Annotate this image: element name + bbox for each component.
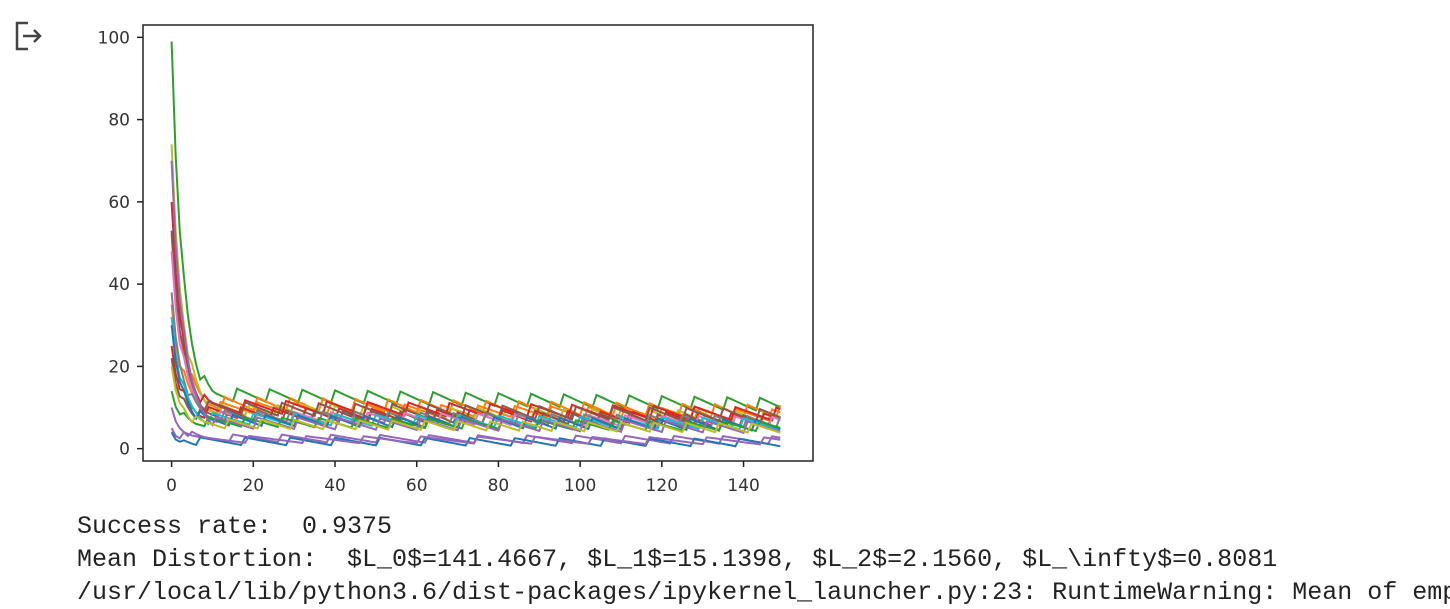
- series-olive-2: [170, 366, 781, 434]
- y-tick-label: 20: [108, 357, 130, 377]
- x-tick-label: 120: [646, 476, 678, 496]
- x-tick-label: 140: [727, 476, 759, 496]
- y-tick-label: 80: [108, 111, 130, 131]
- series-green-top: [170, 41, 781, 412]
- y-tick-label: 60: [108, 193, 130, 213]
- series-green-2: [170, 390, 781, 433]
- series-red-2: [170, 345, 781, 426]
- y-tick-label: 0: [119, 440, 130, 460]
- y-axis: 0 20 40 60 80 100: [98, 28, 143, 460]
- output-arrow-icon: [15, 21, 42, 51]
- success-rate-line: Success rate: 0.9375: [77, 512, 393, 541]
- x-tick-label: 20: [242, 476, 264, 496]
- series-orange-2: [170, 304, 781, 422]
- y-tick-label: 100: [98, 28, 130, 48]
- x-tick-label: 40: [324, 476, 346, 496]
- series-cyan: [170, 316, 781, 431]
- series-purple-1: [170, 160, 781, 434]
- series-red-1: [170, 201, 781, 422]
- x-tick-label: 80: [488, 476, 510, 496]
- series-orange-1: [170, 234, 782, 420]
- x-tick-label: 0: [166, 476, 177, 496]
- mean-distortion-line: Mean Distortion: $L_0$=141.4667, $L_1$=1…: [77, 545, 1278, 574]
- series-olive: [170, 144, 781, 424]
- x-tick-label: 100: [564, 476, 596, 496]
- series-purple-3: [170, 407, 781, 446]
- runtime-warning-line: /usr/local/lib/python3.6/dist-packages/i…: [77, 578, 1450, 607]
- x-axis: 0 20 40 60 80 100 120 140: [166, 461, 760, 496]
- distortion-line-chart: 0 20 40 60 80 100 120 140 0 20 40 60 80 100: [98, 24, 814, 496]
- series-brown-1: [170, 230, 781, 424]
- series-layer: [170, 41, 782, 448]
- x-tick-label: 60: [406, 476, 428, 496]
- y-tick-label: 40: [108, 275, 130, 295]
- cell-output-text: Success rate: 0.9375 Mean Distortion: $L_…: [77, 510, 1450, 609]
- plot-frame: [142, 24, 814, 462]
